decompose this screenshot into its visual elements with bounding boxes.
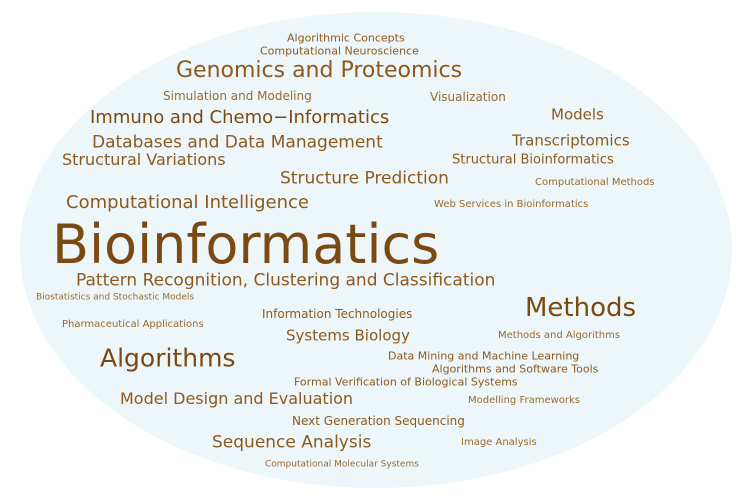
cloud-word: Simulation and Modeling [163, 89, 312, 103]
cloud-word: Methods [525, 293, 637, 323]
cloud-word: Structure Prediction [280, 168, 449, 189]
cloud-word: Web Services in Bioinformatics [434, 199, 589, 210]
cloud-word: Systems Biology [286, 326, 410, 345]
cloud-word: Sequence Analysis [212, 432, 372, 453]
cloud-word: Bioinformatics [52, 213, 440, 276]
cloud-word: Formal Verification of Biological System… [294, 375, 518, 389]
cloud-word: Algorithms [100, 343, 236, 373]
cloud-word: Pattern Recognition, Clustering and Clas… [76, 270, 496, 291]
cloud-word: Information Technologies [262, 307, 413, 321]
cloud-word: Pharmaceutical Applications [62, 319, 204, 330]
cloud-word: Image Analysis [461, 437, 537, 448]
cloud-word: Computational Methods [535, 177, 655, 188]
cloud-word: Visualization [430, 90, 506, 104]
cloud-word: Transcriptomics [512, 131, 630, 150]
cloud-word: Algorithmic Concepts [287, 31, 405, 45]
cloud-word: Algorithms and Software Tools [432, 362, 599, 376]
cloud-word: Databases and Data Management [92, 132, 383, 153]
cloud-word: Models [551, 105, 604, 124]
cloud-word: Immuno and Chemo−Informatics [90, 107, 390, 128]
cloud-word: Model Design and Evaluation [120, 389, 354, 408]
cloud-word: Methods and Algorithms [498, 330, 621, 341]
cloud-word: Computational Intelligence [66, 192, 309, 213]
cloud-word: Biostatistics and Stochastic Models [36, 292, 195, 303]
cloud-word: Next Generation Sequencing [292, 414, 465, 428]
cloud-word: Structural Bioinformatics [452, 152, 614, 168]
cloud-word: Computational Neuroscience [260, 44, 419, 58]
cloud-background-ellipse [20, 12, 732, 488]
cloud-word: Data Mining and Machine Learning [388, 349, 580, 363]
cloud-word: Computational Molecular Systems [265, 459, 419, 470]
cloud-word: Structural Variations [62, 150, 226, 169]
cloud-word: Modelling Frameworks [468, 395, 581, 406]
cloud-word: Genomics and Proteomics [176, 58, 463, 83]
